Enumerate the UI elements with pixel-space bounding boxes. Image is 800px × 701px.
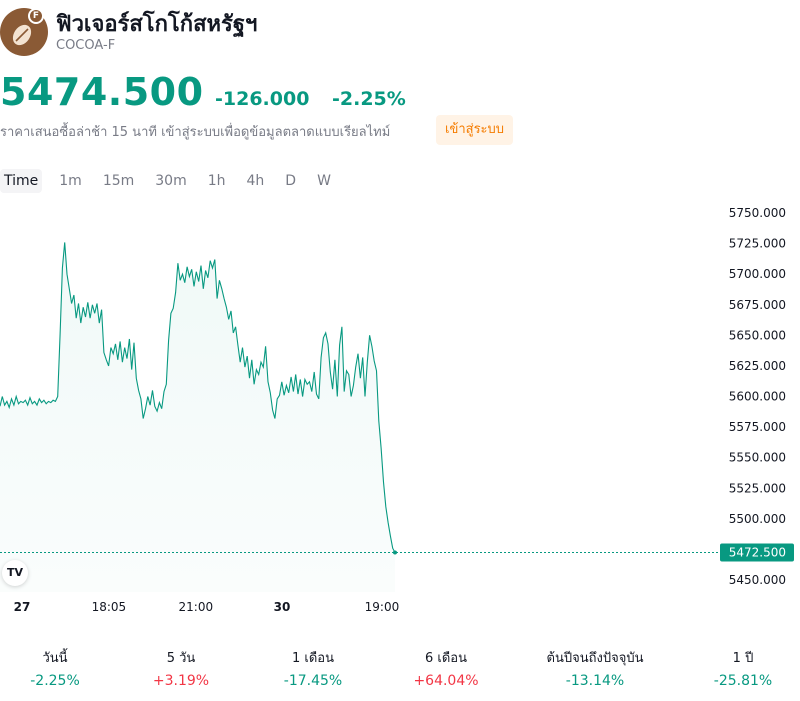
perf-value: +64.04%	[413, 673, 479, 689]
perf-label: 1 ปี	[732, 651, 754, 666]
last-price-label: 5472.500	[729, 545, 786, 559]
y-tick-label: 5650.000	[729, 328, 786, 342]
tab-time[interactable]: Time	[0, 169, 43, 193]
price-change-percent: -2.25%	[332, 88, 406, 110]
tab-1m[interactable]: 1m	[59, 173, 82, 189]
performance-strip: วันนี้ -2.25% 5 วัน +3.19% 1 เดือน -17.4…	[0, 648, 800, 698]
price-chart[interactable]: 5750.000 5725.000 5700.000 5675.000 5650.000…	[0, 200, 800, 620]
perf-5-days[interactable]: 5 วัน +3.19%	[111, 648, 251, 692]
delay-notice: ราคาเสนอซื้อล่าช้า 15 นาที เข้าสู่ระบบเพ…	[0, 125, 391, 140]
perf-value: -25.81%	[713, 673, 773, 689]
header: F ฟิวเจอร์สโกโก้สหรัฐฯ COCOA-F	[0, 4, 800, 56]
futures-badge: F	[28, 8, 44, 24]
y-tick-label: 5450.000	[729, 573, 786, 587]
perf-value: -17.45%	[283, 673, 343, 689]
x-tick-label: 27	[14, 600, 31, 614]
perf-label: 5 วัน	[166, 651, 196, 666]
perf-value: -2.25%	[30, 673, 80, 689]
perf-ytd[interactable]: ต้นปีจนถึงปัจจุบัน -13.14%	[525, 648, 665, 692]
last-price: 5474.500	[0, 70, 204, 114]
tab-1h[interactable]: 1h	[207, 173, 226, 189]
y-tick-label: 5675.000	[729, 298, 786, 312]
x-tick-label: 30	[274, 600, 291, 614]
price-line	[0, 242, 396, 553]
y-axis: 5750.000 5725.000 5700.000 5675.000 5650.000…	[729, 206, 786, 587]
perf-1-year[interactable]: 1 ปี -25.81%	[673, 648, 800, 692]
tradingview-logo[interactable]: TV	[2, 560, 28, 586]
x-tick-label: 21:00	[179, 600, 214, 614]
perf-value: +3.19%	[152, 673, 210, 689]
y-tick-label: 5700.000	[729, 267, 786, 281]
tab-4h[interactable]: 4h	[246, 173, 265, 189]
y-tick-label: 5725.000	[729, 237, 786, 251]
ticker-symbol: COCOA-F	[56, 38, 116, 53]
perf-today[interactable]: วันนี้ -2.25%	[0, 648, 125, 692]
perf-6-months[interactable]: 6 เดือน +64.04%	[376, 648, 516, 692]
page-title: ฟิวเจอร์สโกโก้สหรัฐฯ	[56, 12, 258, 37]
tab-30m[interactable]: 30m	[155, 173, 187, 189]
y-tick-label: 5600.000	[729, 390, 786, 404]
x-tick-label: 19:00	[365, 600, 400, 614]
last-price-dot	[393, 550, 397, 555]
perf-label: 6 เดือน	[425, 651, 467, 666]
timeframe-tabs: Time 1m 15m 30m 1h 4h D W	[0, 168, 348, 194]
perf-1-month[interactable]: 1 เดือน -17.45%	[243, 648, 383, 692]
perf-label: ต้นปีจนถึงปัจจุบัน	[546, 651, 644, 666]
tab-d[interactable]: D	[285, 173, 297, 189]
perf-label: วันนี้	[42, 651, 68, 666]
price-area	[0, 242, 395, 592]
perf-label: 1 เดือน	[292, 651, 334, 666]
x-tick-label: 18:05	[92, 600, 127, 614]
last-price-tag	[720, 543, 794, 562]
tab-w[interactable]: W	[317, 173, 331, 189]
perf-value: -13.14%	[565, 673, 625, 689]
y-tick-label: 5500.000	[729, 512, 786, 526]
login-button[interactable]: เข้าสู่ระบบ	[436, 115, 514, 145]
y-tick-label: 5525.000	[729, 481, 786, 495]
y-tick-label: 5750.000	[729, 206, 786, 220]
tab-15m[interactable]: 15m	[102, 173, 135, 189]
y-tick-label: 5625.000	[729, 359, 786, 373]
y-tick-label: 5575.000	[729, 420, 786, 434]
y-tick-label: 5550.000	[729, 451, 786, 465]
x-axis: 27 18:05 21:00 30 19:00	[14, 600, 400, 614]
price-change: -126.000	[215, 88, 310, 110]
